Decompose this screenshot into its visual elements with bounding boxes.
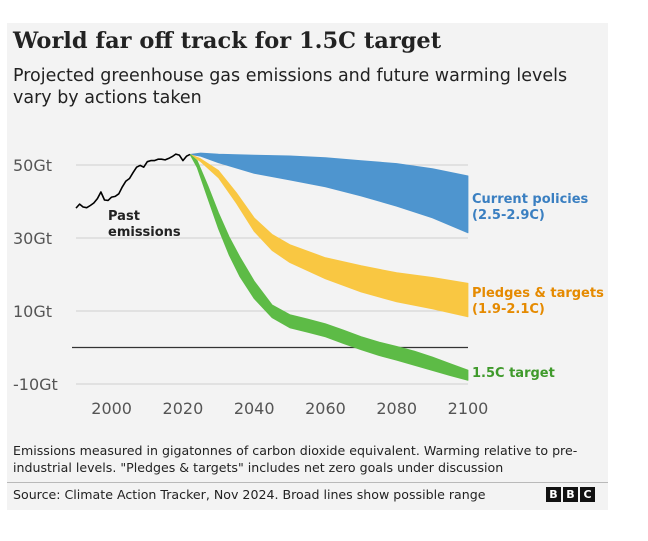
bbc-logo: B B C [546,487,595,502]
source-text: Source: Climate Action Tracker, Nov 2024… [13,487,486,502]
footnote: Emissions measured in gigatonnes of carb… [13,443,578,475]
chart-subtitle: Projected greenhouse gas emissions and f… [13,66,568,108]
x-tick-label: 2000 [91,399,132,418]
series-label: emissions [108,225,181,240]
y-tick-label: 50Gt [13,156,52,175]
x-tick-label: 2020 [163,399,204,418]
y-tick-label: 10Gt [13,302,52,321]
series-label: (2.5-2.9C) [472,208,545,223]
logo-letter: B [546,487,561,502]
1-5c-target-band [189,153,469,381]
x-tick-label: 2040 [234,399,275,418]
logo-letter: C [580,487,595,502]
x-tick-label: 2080 [376,399,417,418]
series-label: Past [108,209,140,224]
series-label: Current policies [472,192,589,207]
series-label: Pledges & targets [472,286,604,301]
current-policies-band [189,152,469,234]
area-layer [75,152,469,381]
y-tick-label: 30Gt [13,229,52,248]
pledges-targets-band [189,153,469,318]
past-emissions-line [75,153,191,209]
y-tick-label: -10Gt [13,375,58,394]
source-divider [7,482,608,483]
x-tick-label: 2100 [448,399,489,418]
chart-title: World far off track for 1.5C target [13,28,442,54]
x-tick-label: 2060 [305,399,346,418]
logo-letter: B [563,487,578,502]
series-label: (1.9-2.1C) [472,302,545,317]
series-label: 1.5C target [472,366,555,381]
